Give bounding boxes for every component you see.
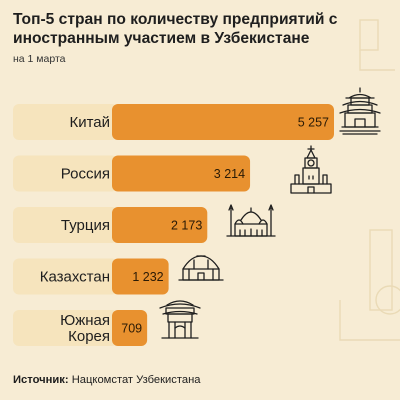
chart-title: Топ-5 стран по количеству предприятий с … <box>13 11 338 47</box>
category-label-box <box>13 258 118 295</box>
pagoda-icon <box>339 87 381 135</box>
bar <box>112 155 251 192</box>
category-label: Казахстан <box>40 269 110 286</box>
source-label: Источник: <box>13 374 69 386</box>
category-label: Корея <box>68 328 110 345</box>
korean-gate-icon <box>159 300 201 339</box>
category-label-box <box>13 310 118 346</box>
value-label: 2 173 <box>171 219 202 233</box>
yurt-icon <box>178 255 224 281</box>
bar <box>112 104 334 140</box>
kremlin-tower-icon <box>290 145 332 194</box>
category-label: Южная <box>60 312 110 329</box>
chart-subtitle: на 1 марта <box>13 53 66 65</box>
category-label: Россия <box>61 166 110 183</box>
category-label-box <box>13 207 118 243</box>
source-text: Нацкомстат Узбекистана <box>71 374 201 386</box>
category-label: Турция <box>61 217 110 234</box>
category-label-box <box>13 104 118 140</box>
mosque-icon <box>226 204 276 237</box>
source-note: Источник: Нацкомстат Узбекистана <box>13 374 201 386</box>
category-label-box <box>13 155 118 192</box>
value-label: 5 257 <box>298 116 329 130</box>
bar <box>112 207 208 243</box>
category-label: Китай <box>69 114 110 131</box>
bar <box>112 258 169 295</box>
value-label: 3 214 <box>214 167 245 181</box>
value-label: 709 <box>121 322 142 336</box>
value-label: 1 232 <box>132 270 163 284</box>
bar <box>112 310 148 346</box>
